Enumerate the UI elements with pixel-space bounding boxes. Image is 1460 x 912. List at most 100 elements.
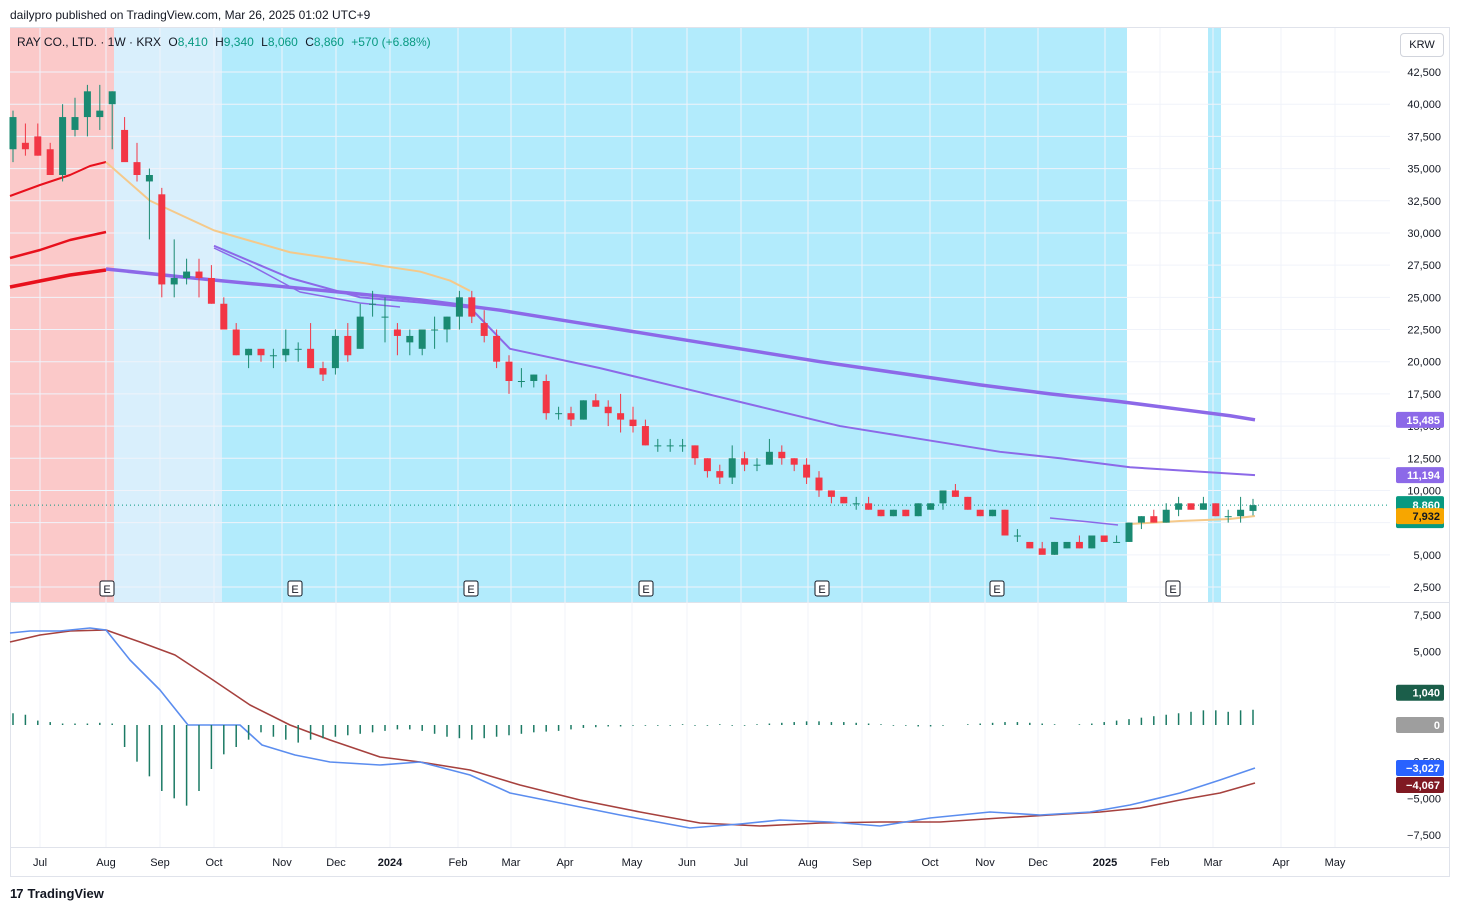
earnings-marker-label: E [1169,584,1176,596]
candle-body [418,329,426,349]
candle-body [319,368,327,375]
candle-body [629,419,637,427]
price-tag-bg [1396,777,1444,793]
low-value: 8,060 [267,35,298,49]
candle-body [803,464,811,478]
time-tick-label: Sep [852,857,872,869]
earnings-marker-label: E [818,584,825,596]
candle-body [542,381,550,414]
candle-body [914,503,922,517]
price-tick-label: 10,000 [1407,485,1441,497]
time-tick-label: Nov [272,857,292,869]
candle-body [728,458,736,478]
time-tick-label: May [622,857,643,869]
candle-body [1113,541,1121,543]
candle-body [555,413,563,415]
candle-body [691,445,699,459]
candles [9,84,1257,555]
time-tick-label: Jun [678,857,696,869]
time-axis: Jul Aug Sep Oct Nov Dec 2024 Feb Mar Apr May Jun Jul… [33,857,1346,869]
candle-body [393,329,401,336]
candle-body [369,303,377,305]
candle-body [381,316,389,318]
candle-body [951,490,959,497]
candle-body [927,503,935,510]
price-tick-label: 30,000 [1407,228,1441,240]
open-label: O [168,35,178,49]
time-tick-label: Dec [326,857,346,869]
candle-body [269,355,277,357]
background-zones [10,28,1221,602]
candle-body [679,445,687,447]
candle-body [1051,541,1059,555]
price-tag-text: 7,932 [1412,511,1440,523]
price-tag-text: 1,040 [1412,688,1440,700]
candle-body [604,406,612,414]
price-tag-bg [1396,508,1444,525]
change-value: +570 (+6.88%) [351,35,431,49]
candle-body [1175,503,1183,510]
candle-body [344,335,352,356]
macd-pane [12,709,1254,806]
candle-body [666,445,674,447]
candle-body [617,413,625,420]
candle-body [1150,516,1158,523]
candle-body [939,490,947,504]
candle-body [1063,541,1071,549]
currency-button[interactable]: KRW [1400,33,1444,57]
price-tick-label: 40,000 [1407,99,1441,111]
candle-body [1088,535,1096,549]
time-tick-label: Mar [502,857,521,869]
candle-body [902,509,910,517]
earnings-marker-label: E [291,584,298,596]
candle-body [579,400,587,420]
candle-body [493,335,501,362]
brand-label: TradingView [27,886,104,901]
candle-body [790,458,798,465]
price-tag-text: 11,194 [1407,470,1441,482]
time-tick-label: Feb [1151,857,1170,869]
earnings-marker-box [989,580,1005,597]
time-tick-label: Apr [556,857,573,869]
ma-red-thick [9,268,107,289]
candle-body [1199,503,1207,510]
time-tick-label: May [1325,857,1346,869]
candle-body [1001,509,1009,536]
published-by: dailypro published on TradingView.com, M… [10,8,371,22]
macd-tick-label: −5,000 [1407,793,1441,805]
price-tag-bg [1396,717,1444,733]
candle-body [1137,516,1145,523]
candle-body [741,458,749,465]
candle-body [9,117,17,150]
candle-body [1249,505,1257,511]
candle-body [964,496,972,510]
price-tick-label: 42,500 [1407,67,1441,79]
moving-averages [9,161,1256,829]
candle-body [307,348,315,369]
candle-body [207,278,215,304]
candle-body [1162,509,1170,523]
candle-body [1187,503,1195,510]
candle-body [96,110,104,118]
earnings-marker-box [287,580,303,597]
time-tick-label: Sep [150,857,170,869]
price-tag-bg [1396,760,1444,776]
candle-body [1075,541,1083,549]
candle-body [530,374,538,381]
time-tick-label: Nov [975,857,995,869]
time-tick-label: Aug [798,857,818,869]
candle-body [183,271,191,278]
candle-body [21,142,29,150]
candle-body [1237,509,1245,517]
candle-body [468,297,476,317]
price-tick-label: 22,500 [1407,325,1441,337]
price-tag-text: 15,485 [1406,415,1440,427]
price-tick-label: 5,000 [1413,550,1441,562]
earnings-marker-label: E [103,584,110,596]
high-label: H [215,35,224,49]
price-tag-bg [1396,467,1444,484]
ma-red-mid [9,230,107,260]
candle-body [294,348,302,350]
